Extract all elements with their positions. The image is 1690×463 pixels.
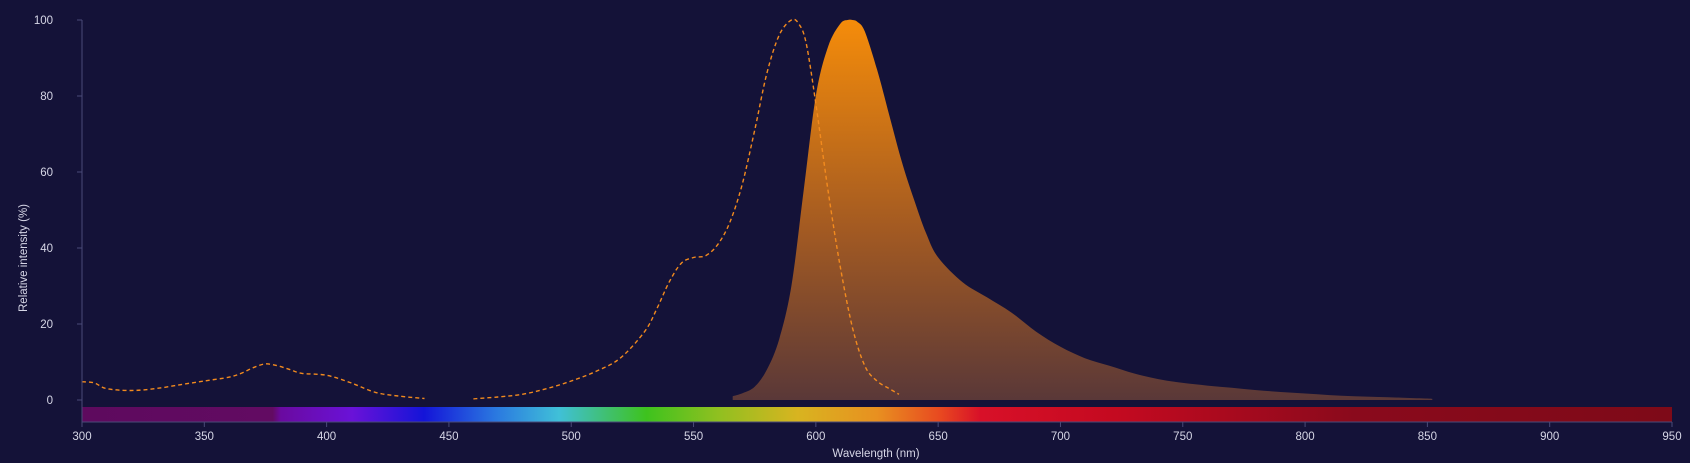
y-tick-label: 60 xyxy=(40,167,53,179)
plot-area xyxy=(81,18,1433,400)
y-tick-label: 80 xyxy=(40,91,53,103)
x-tick-label: 900 xyxy=(1540,431,1559,443)
y-tick-label: 0 xyxy=(47,395,53,407)
y-tick-label: 100 xyxy=(34,15,53,27)
x-tick-label: 700 xyxy=(1051,431,1070,443)
x-tick-label: 350 xyxy=(195,431,214,443)
excitation-spectrum-line xyxy=(81,18,900,400)
x-tick-label: 750 xyxy=(1173,431,1192,443)
x-tick-label: 600 xyxy=(806,431,825,443)
emission-spectrum-area xyxy=(732,19,1433,400)
x-tick-label: 400 xyxy=(317,431,336,443)
x-axis-title: Wavelength (nm) xyxy=(832,448,919,460)
x-tick-label: 950 xyxy=(1662,431,1681,443)
visible-spectrum-bar xyxy=(82,407,1672,422)
y-ticks: 0 20 40 60 80 100 xyxy=(34,15,82,407)
x-tick-label: 450 xyxy=(439,431,458,443)
x-tick-label: 300 xyxy=(72,431,91,443)
x-tick-label: 500 xyxy=(562,431,581,443)
x-tick-label: 550 xyxy=(684,431,703,443)
x-tick-label: 800 xyxy=(1295,431,1314,443)
y-tick-label: 20 xyxy=(40,319,53,331)
y-tick-label: 40 xyxy=(40,243,53,255)
x-tick-label: 850 xyxy=(1418,431,1437,443)
y-axis-title: Relative intensity (%) xyxy=(18,204,30,312)
x-ticks: 300 350 400 450 500 550 600 650 700 750 800 850 900 9… xyxy=(72,422,1682,443)
x-tick-label: 650 xyxy=(929,431,948,443)
